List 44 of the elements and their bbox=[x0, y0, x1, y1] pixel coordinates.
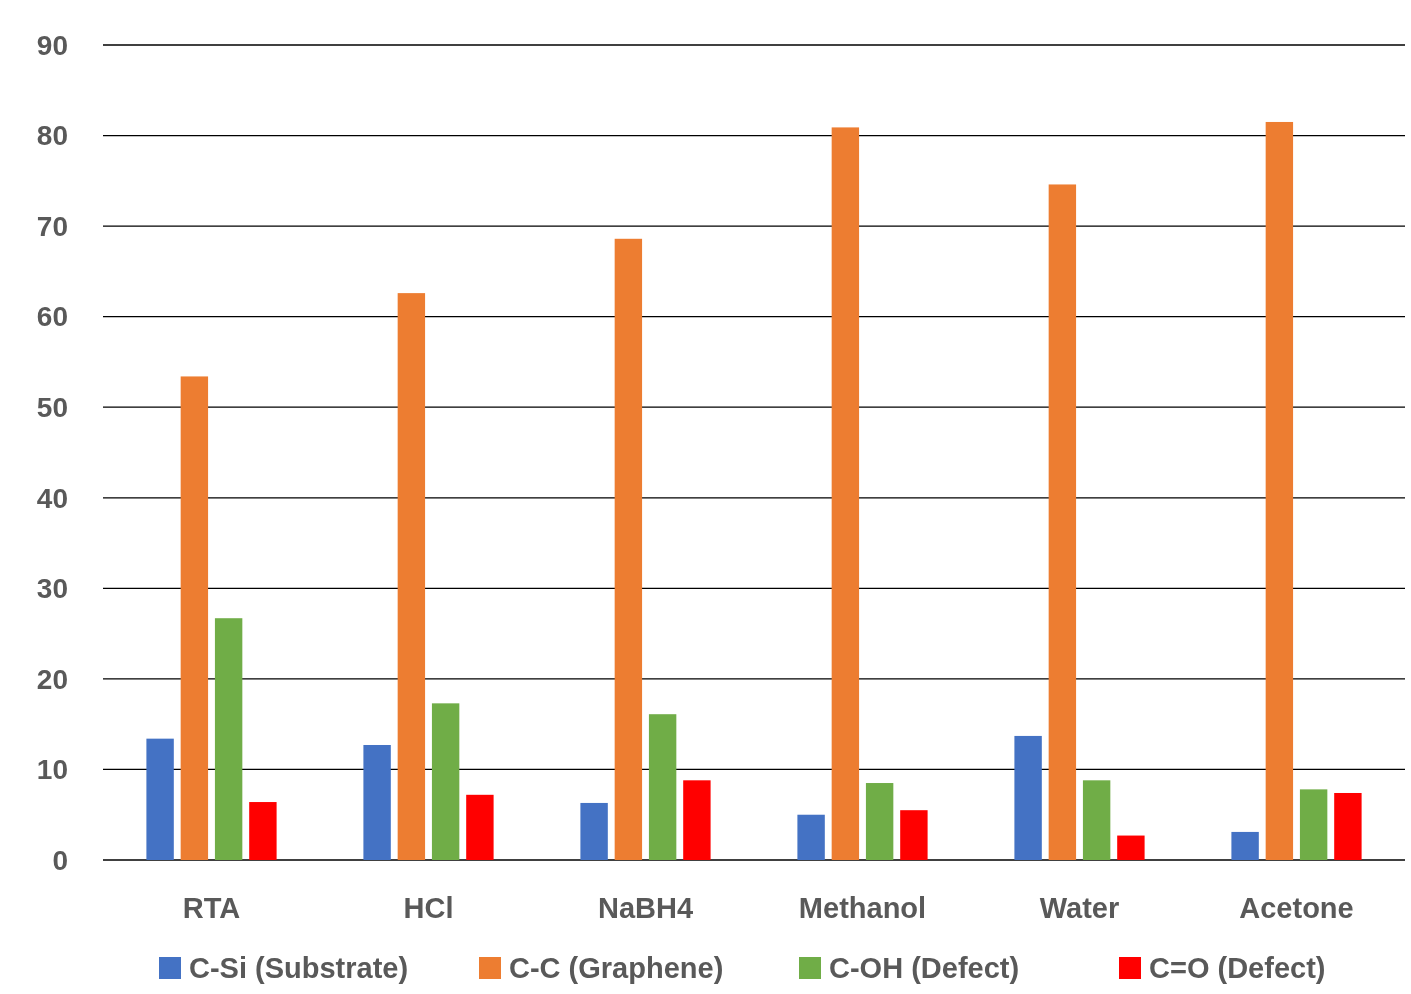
bar bbox=[1048, 184, 1077, 860]
y-tick-label: 20 bbox=[36, 663, 68, 695]
y-tick-label: 60 bbox=[36, 301, 68, 333]
legend-label: C-OH (Defect) bbox=[829, 952, 1020, 985]
bar bbox=[683, 780, 711, 860]
bar bbox=[1299, 789, 1328, 860]
x-tick-label: Methanol bbox=[798, 892, 927, 925]
y-tick-label: 10 bbox=[36, 754, 68, 786]
bar bbox=[614, 238, 643, 860]
x-tick-label: Acetone bbox=[1239, 892, 1354, 925]
bar bbox=[648, 714, 677, 860]
y-tick-label: 40 bbox=[36, 482, 68, 514]
bar bbox=[180, 376, 209, 860]
bar bbox=[363, 744, 391, 860]
bar bbox=[1014, 735, 1042, 860]
bar bbox=[214, 618, 243, 860]
bar bbox=[1334, 792, 1362, 860]
bar bbox=[797, 814, 825, 860]
bar bbox=[831, 127, 860, 860]
bar bbox=[466, 794, 494, 860]
bar bbox=[900, 810, 928, 860]
y-tick-label: 70 bbox=[36, 210, 68, 242]
bar bbox=[146, 738, 174, 860]
y-tick-label: 30 bbox=[36, 573, 68, 605]
x-tick-label: RTA bbox=[182, 892, 241, 925]
bar bbox=[580, 802, 608, 860]
bar bbox=[865, 783, 894, 860]
y-tick-label: 0 bbox=[52, 844, 68, 876]
y-tick-label: 90 bbox=[36, 29, 68, 61]
legend-label: C-Si (Substrate) bbox=[189, 952, 409, 985]
legend-label: C-C (Graphene) bbox=[509, 952, 724, 985]
bar bbox=[1117, 835, 1145, 860]
bar bbox=[1082, 780, 1111, 860]
bar bbox=[1231, 831, 1259, 860]
bar bbox=[1265, 121, 1294, 860]
bar bbox=[397, 293, 426, 860]
legend-label: C=O (Defect) bbox=[1149, 952, 1326, 985]
y-tick-label: 80 bbox=[36, 120, 68, 152]
bar bbox=[249, 802, 277, 860]
y-tick-label: 50 bbox=[36, 392, 68, 424]
x-tick-label: Water bbox=[1039, 892, 1120, 925]
x-tick-label: HCl bbox=[403, 892, 454, 925]
bar bbox=[431, 703, 460, 860]
x-tick-label: NaBH4 bbox=[597, 892, 694, 925]
